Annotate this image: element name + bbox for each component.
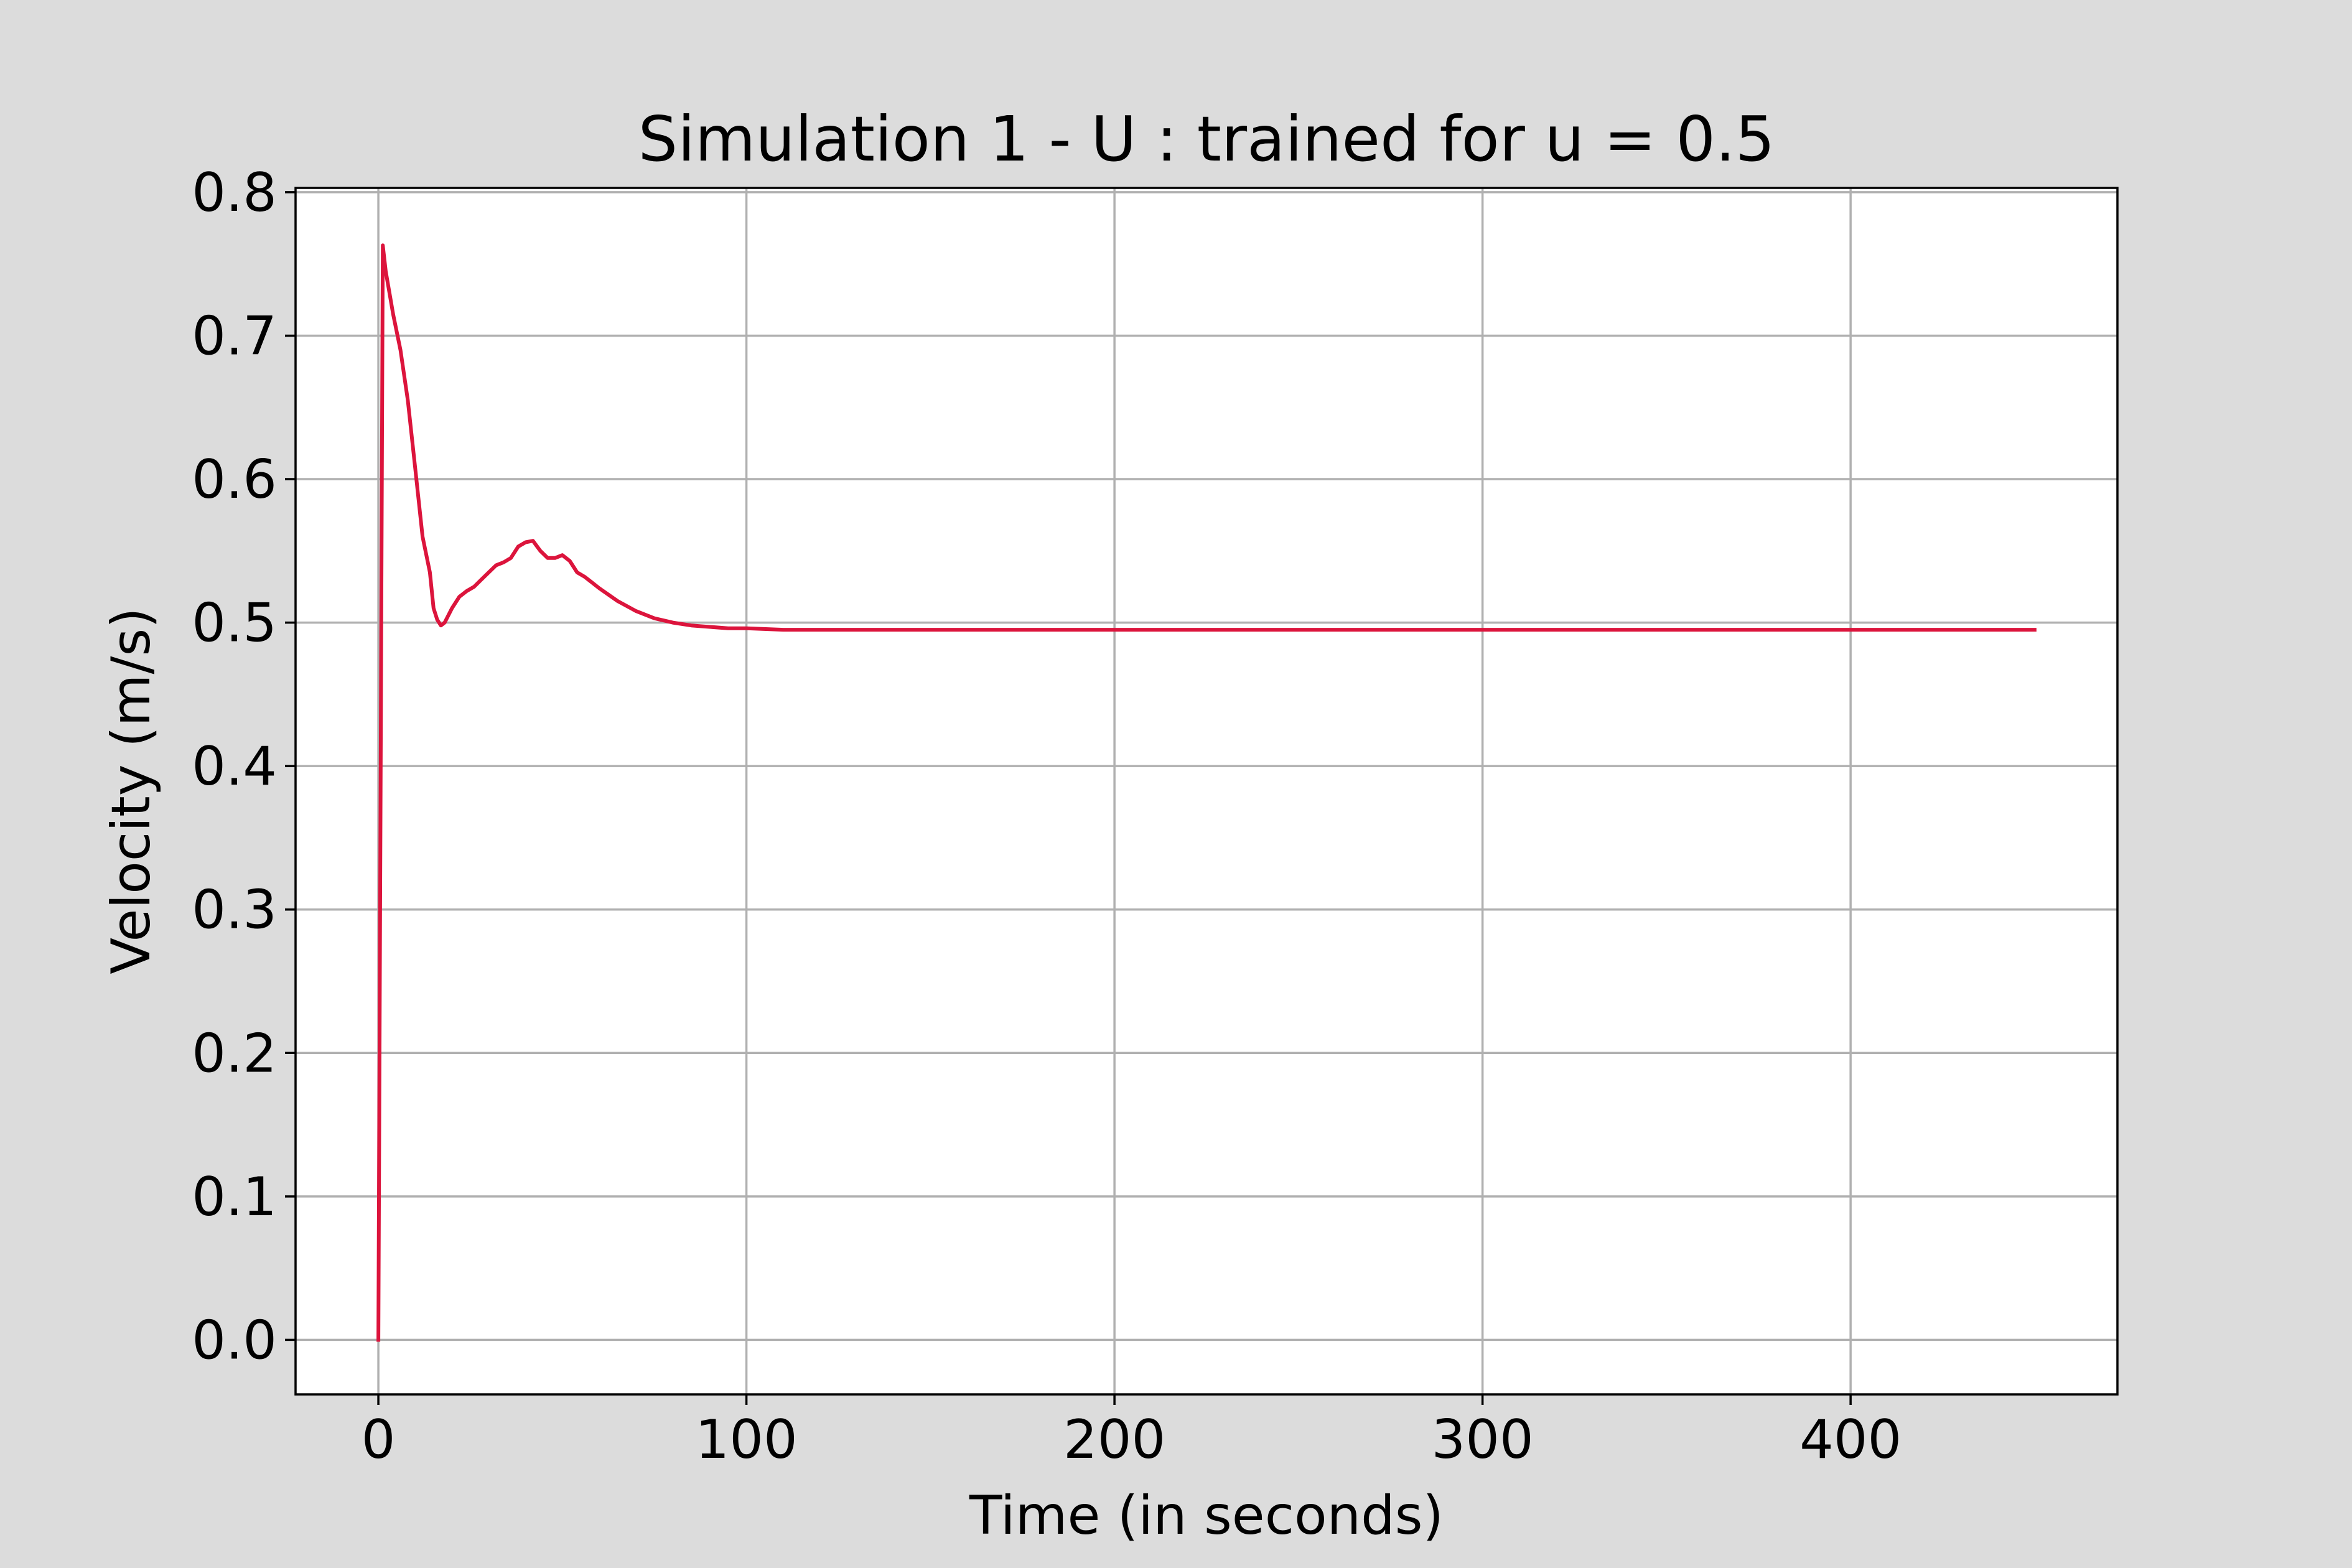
y-tick-label: 0.5 [192, 592, 277, 655]
x-tick-label: 400 [1799, 1409, 1902, 1471]
series-layer [376, 243, 2037, 1342]
y-tick-label: 0.2 [192, 1022, 277, 1085]
plot-area [296, 188, 2117, 1394]
x-tick-label: 200 [1063, 1409, 1165, 1471]
x-tick-label: 300 [1432, 1409, 1534, 1471]
plot-frame [294, 187, 2119, 1396]
x-tick-label: 0 [362, 1409, 396, 1471]
y-tick-label: 0.8 [192, 162, 277, 224]
grid [296, 188, 2117, 1394]
x-axis-label: Time (in seconds) [969, 1485, 1444, 1547]
y-tick-label: 0.0 [192, 1309, 277, 1371]
y-tick-label: 0.7 [192, 305, 277, 367]
y-tick-label: 0.3 [192, 879, 277, 941]
velocity-series-line [376, 243, 2037, 1342]
ticks: 0 100 200 300 400 0.0 0.1 0.2 0.3 0.4 0.5 0.6 0.7 0.8 [192, 162, 1902, 1471]
x-tick-label: 100 [696, 1409, 798, 1471]
chart-title: Simulation 1 - U : trained for u = 0.5 [638, 103, 1775, 175]
y-tick-label: 0.4 [192, 735, 277, 798]
y-axis-label: Velocity (m/s) [100, 607, 162, 974]
y-tick-label: 0.6 [192, 449, 277, 511]
y-tick-label: 0.1 [192, 1166, 277, 1228]
